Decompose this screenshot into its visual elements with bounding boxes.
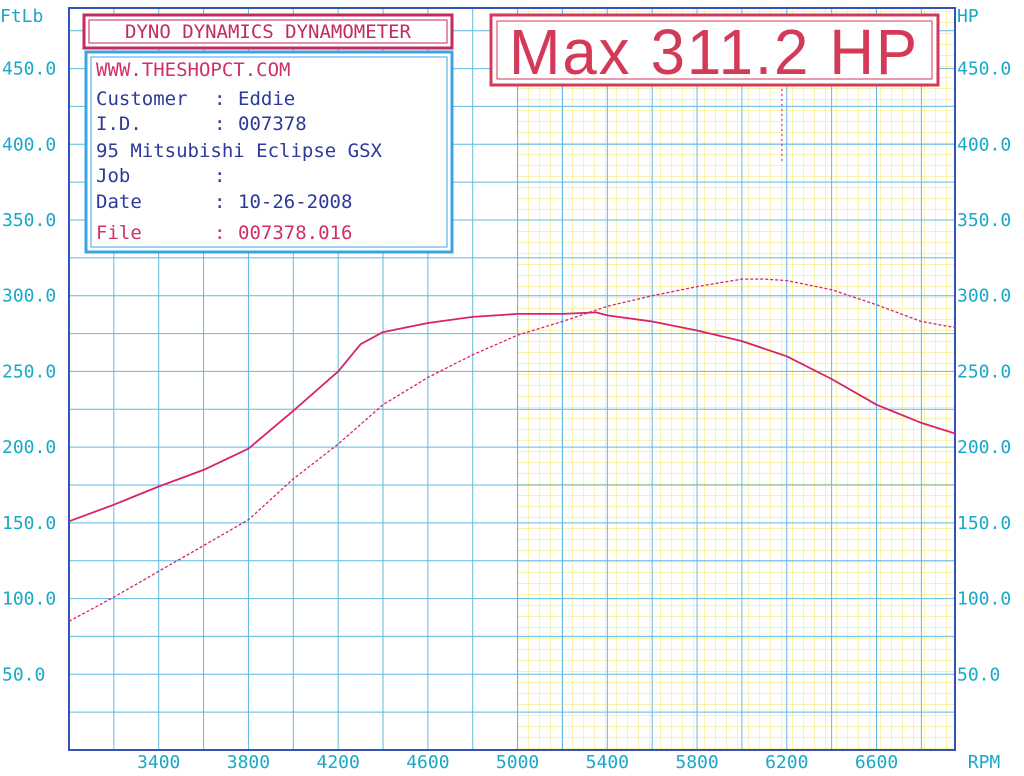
x-tick-label: 4600 bbox=[406, 752, 449, 773]
file-value: 007378.016 bbox=[238, 222, 352, 244]
left-y-tick-label: 250.0 bbox=[2, 361, 56, 382]
right-y-tick-label: 400.0 bbox=[957, 134, 1011, 155]
customer-value: Eddie bbox=[238, 88, 295, 110]
right-y-tick-label: 450.0 bbox=[957, 59, 1011, 80]
right-axis-unit: HP bbox=[957, 6, 979, 27]
left-y-tick-label: 450.0 bbox=[2, 59, 56, 80]
right-y-tick-label: 250.0 bbox=[957, 361, 1011, 382]
axis-labels: 3400 3800 4200 4600 5000 5400 5800 6200 6600 50.0… bbox=[2, 59, 1011, 773]
max-hp-label: Max 311.2 HP bbox=[509, 16, 919, 88]
x-tick-label: 6200 bbox=[765, 752, 808, 773]
id-value: 007378 bbox=[238, 113, 307, 135]
left-y-tick-label: 300.0 bbox=[2, 286, 56, 307]
x-axis-unit: RPM bbox=[968, 752, 1001, 773]
info-box: WWW.THESHOPCT.COM Customer : Eddie I.D. … bbox=[84, 50, 454, 254]
right-y-tick-label: 100.0 bbox=[957, 589, 1011, 610]
left-y-tick-label: 150.0 bbox=[2, 513, 56, 534]
job-label: Job bbox=[96, 165, 130, 187]
right-y-tick-label: 350.0 bbox=[957, 210, 1011, 231]
left-y-tick-label: 400.0 bbox=[2, 134, 56, 155]
x-tick-label: 5800 bbox=[675, 752, 718, 773]
x-tick-label: 3800 bbox=[227, 752, 270, 773]
left-axis-unit: FtLb bbox=[0, 6, 43, 27]
right-y-tick-label: 200.0 bbox=[957, 437, 1011, 458]
id-label: I.D. bbox=[96, 113, 142, 135]
left-y-tick-label: 100.0 bbox=[2, 589, 56, 610]
x-tick-label: 3400 bbox=[137, 752, 180, 773]
date-label: Date bbox=[96, 191, 142, 213]
id-sep: : bbox=[214, 113, 225, 135]
right-y-tick-label: 50.0 bbox=[957, 664, 1000, 685]
horsepower-curve bbox=[68, 278, 956, 622]
x-tick-label: 6600 bbox=[855, 752, 898, 773]
left-y-tick-label: 350.0 bbox=[2, 210, 56, 231]
left-y-tick-label: 50.0 bbox=[2, 664, 45, 685]
vehicle-text: 95 Mitsubishi Eclipse GSX bbox=[96, 140, 383, 162]
torque-curve bbox=[68, 311, 956, 523]
x-tick-label: 5400 bbox=[586, 752, 629, 773]
header-box: DYNO DYNAMICS DYNAMOMETER bbox=[82, 13, 454, 50]
yellow-grid-area bbox=[515, 8, 955, 750]
file-sep: : bbox=[214, 222, 225, 244]
job-sep: : bbox=[214, 165, 225, 187]
left-y-tick-label: 200.0 bbox=[2, 437, 56, 458]
date-value: 10-26-2008 bbox=[238, 191, 352, 213]
website-text: WWW.THESHOPCT.COM bbox=[96, 59, 290, 81]
right-y-tick-label: 150.0 bbox=[957, 513, 1011, 534]
chart-title: DYNO DYNAMICS DYNAMOMETER bbox=[125, 21, 412, 43]
customer-label: Customer bbox=[96, 88, 188, 110]
customer-sep: : bbox=[214, 88, 225, 110]
file-label: File bbox=[96, 222, 142, 244]
plot-frame bbox=[68, 7, 956, 751]
right-y-tick-label: 300.0 bbox=[957, 286, 1011, 307]
series-layer bbox=[68, 278, 956, 622]
max-hp-box: Max 311.2 HP bbox=[489, 13, 940, 88]
x-tick-label: 5000 bbox=[496, 752, 539, 773]
date-sep: : bbox=[214, 191, 225, 213]
x-tick-label: 4200 bbox=[316, 752, 359, 773]
